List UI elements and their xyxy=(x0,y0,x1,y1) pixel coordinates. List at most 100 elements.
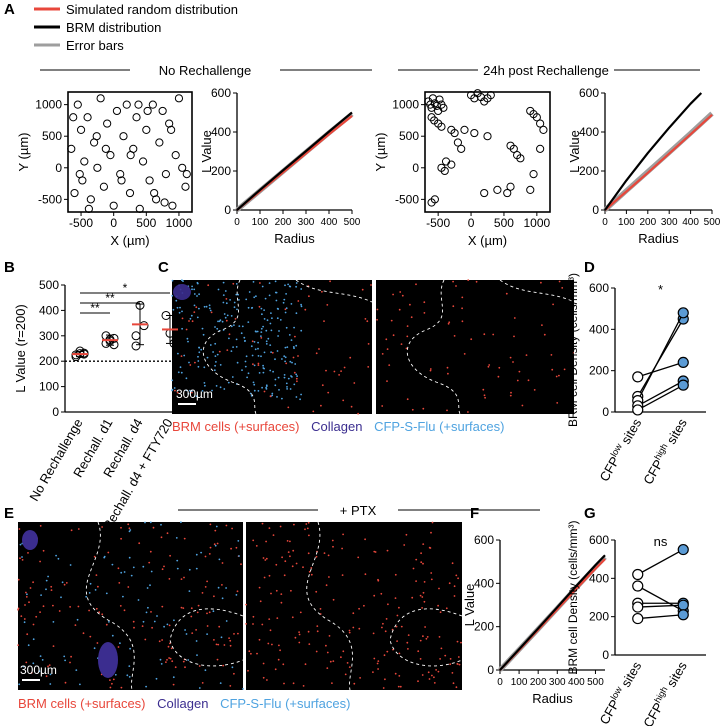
cell-dot xyxy=(380,592,383,595)
legend-text: CFP-S-Flu (+surfaces) xyxy=(220,696,350,711)
cell-dot xyxy=(181,327,184,330)
cell-dot xyxy=(372,632,375,635)
data-point xyxy=(167,125,176,134)
data-point xyxy=(138,157,148,166)
cell-dot xyxy=(268,527,271,529)
cell-dot xyxy=(245,298,248,301)
cell-dot xyxy=(483,394,486,397)
cell-dot xyxy=(294,363,297,365)
cell-dot xyxy=(163,625,166,628)
cell-dot xyxy=(148,561,151,564)
cell-dot xyxy=(513,317,516,319)
cell-dot xyxy=(185,377,188,380)
pair-line xyxy=(637,361,684,378)
cell-dot xyxy=(184,629,187,631)
cell-dot xyxy=(45,675,48,678)
cell-dot xyxy=(279,525,282,528)
cell-dot xyxy=(350,405,353,408)
cell-dot xyxy=(109,679,111,681)
cell-dot xyxy=(253,296,256,299)
cell-dot xyxy=(224,290,227,292)
cell-dot xyxy=(238,299,240,301)
cell-dot xyxy=(325,369,327,372)
cell-dot xyxy=(205,305,208,308)
cell-dot xyxy=(299,398,301,401)
cell-dot xyxy=(276,317,279,320)
y-tick-label: 300 xyxy=(39,329,59,343)
cell-dot xyxy=(252,281,255,283)
cell-dot xyxy=(203,366,206,369)
data-point xyxy=(677,307,689,319)
cell-dot xyxy=(268,574,271,577)
y-tick-label: 200 xyxy=(589,610,609,624)
cell-dot xyxy=(272,534,275,536)
cell-dot xyxy=(26,593,28,596)
cell-dot xyxy=(233,324,235,326)
cell-dot xyxy=(488,364,491,366)
cell-dot xyxy=(386,380,388,382)
cell-dot xyxy=(259,282,261,284)
cell-dot xyxy=(332,545,334,548)
cell-dot xyxy=(455,574,458,577)
cell-dot xyxy=(276,396,278,398)
data-point xyxy=(109,201,118,210)
cell-dot xyxy=(283,355,286,358)
cell-dot xyxy=(75,669,78,671)
cell-dot xyxy=(216,327,219,330)
data-point xyxy=(503,188,512,198)
cell-dot xyxy=(326,651,329,654)
cell-dot xyxy=(452,280,454,283)
data-point xyxy=(112,106,122,116)
pair-line xyxy=(637,549,684,576)
cell-dot xyxy=(263,318,266,320)
cell-dot xyxy=(213,639,215,641)
cell-dot xyxy=(307,521,310,524)
legend-label: Error bars xyxy=(66,38,124,53)
data-point xyxy=(532,113,541,122)
cell-dot xyxy=(50,585,53,588)
data-point xyxy=(150,188,159,198)
x-tick-label: CFPhigh sites xyxy=(639,658,690,726)
cell-dot xyxy=(235,346,238,348)
panel-letter: E xyxy=(4,505,14,522)
data-point xyxy=(73,100,82,109)
cell-dot xyxy=(327,554,330,557)
cell-dot xyxy=(400,625,403,628)
cell-dot xyxy=(285,382,288,385)
cell-dot xyxy=(236,590,239,593)
cell-dot xyxy=(396,640,398,642)
cell-dot xyxy=(183,354,186,357)
cell-dot xyxy=(405,533,408,536)
cell-dot xyxy=(304,308,307,311)
cell-dot xyxy=(439,658,441,660)
cell-dot xyxy=(269,629,272,632)
cell-dot xyxy=(233,672,235,675)
cell-dot xyxy=(97,585,99,588)
cell-dot xyxy=(128,676,131,678)
cell-dot xyxy=(487,365,490,368)
cell-dot xyxy=(290,589,292,592)
cell-dot xyxy=(431,521,434,524)
data-point xyxy=(126,151,135,160)
cell-dot xyxy=(128,527,131,530)
legend-text: CFP-S-Flu (+surfaces) xyxy=(374,419,504,434)
data-point xyxy=(119,132,128,141)
y-axis-label: Y (µm) xyxy=(16,132,31,171)
data-point xyxy=(435,95,444,104)
cell-dot xyxy=(268,618,271,620)
cell-dot xyxy=(315,590,318,593)
cell-dot xyxy=(410,316,413,319)
cell-dot xyxy=(513,335,515,338)
cell-dot xyxy=(285,362,288,365)
cell-dot xyxy=(231,527,234,530)
cell-dot xyxy=(558,374,560,377)
cell-dot xyxy=(214,355,217,357)
pair-line xyxy=(637,614,684,620)
cell-dot xyxy=(417,650,420,653)
cell-dot xyxy=(552,303,554,306)
cell-dot xyxy=(421,596,424,598)
cell-dot xyxy=(126,674,129,677)
cell-dot xyxy=(109,686,112,689)
cell-dot xyxy=(176,306,179,309)
cell-dot xyxy=(224,316,227,319)
